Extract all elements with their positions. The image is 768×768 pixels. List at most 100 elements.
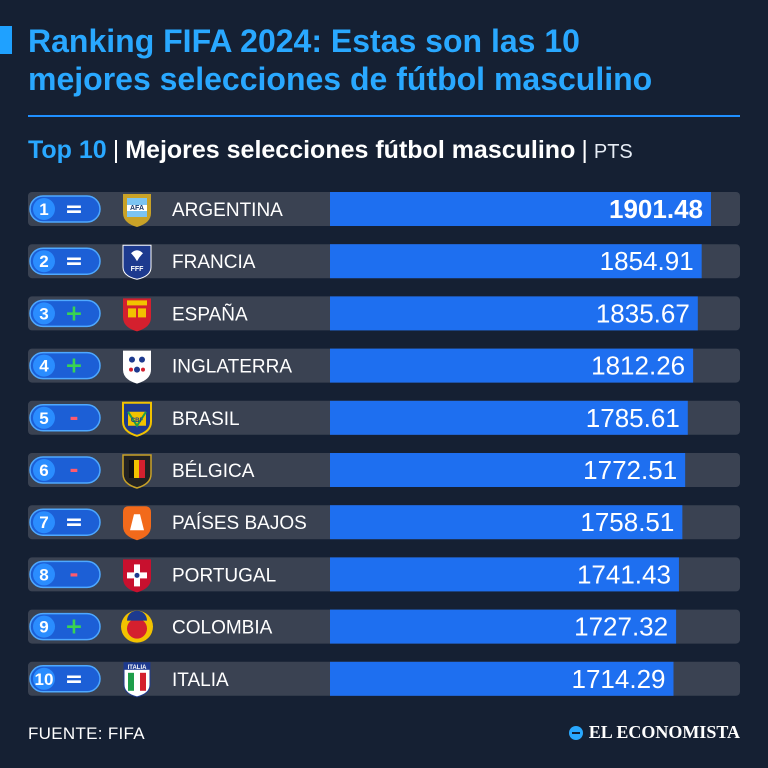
value-label: 1901.48 <box>609 194 703 224</box>
crest-stripe <box>127 205 147 211</box>
value-bar <box>330 557 679 592</box>
rank-change: - <box>69 458 78 483</box>
ranking-row: 8 - PORTUGAL 1741.43 <box>28 557 740 593</box>
value-label: 1727.32 <box>574 612 668 642</box>
crest-inner <box>128 411 146 426</box>
ranking-row: 2 = FFF FRANCIA 1854.91 <box>28 244 740 280</box>
title-line-1: Ranking FIFA 2024: Estas son las 10 <box>28 23 580 59</box>
argentina-crest-icon: AFA <box>123 194 151 227</box>
rank-change: = <box>65 249 83 274</box>
crest-shield <box>122 244 152 280</box>
rank-circle <box>33 406 55 429</box>
crest-text: AFA <box>130 205 144 212</box>
crest-band <box>127 610 147 621</box>
ranking-row: 9 + COLOMBIA 1727.32 <box>28 609 740 644</box>
rank-circle <box>33 667 55 690</box>
rank-number: 3 <box>39 304 48 323</box>
rank-circle <box>33 459 55 481</box>
footer-brand-text: EL ECONOMISTA <box>588 722 740 742</box>
subtitle-top: Top 10 <box>28 136 107 164</box>
rank-number: 4 <box>39 357 49 376</box>
ranking-row: 5 - CBF BRASIL 1785.61 <box>28 400 740 437</box>
country-name: BÉLGICA <box>172 461 255 482</box>
crest-lion <box>139 356 145 363</box>
crest-band <box>139 460 145 478</box>
country-name: BRASIL <box>172 409 240 430</box>
rank-circle <box>33 563 55 586</box>
spain-crest-icon <box>123 298 151 332</box>
subtitle-separator-2: | <box>581 136 588 164</box>
crest-cross <box>127 411 147 428</box>
crest-crown <box>127 300 147 306</box>
crest-lion <box>134 366 140 373</box>
crest-band <box>134 672 140 691</box>
ranking-row: 7 = PAÍSES BAJOS 1758.51 <box>28 505 740 541</box>
crest-top <box>124 662 150 670</box>
crest-rose <box>129 367 133 372</box>
crest-band <box>134 460 139 478</box>
rank-number: 7 <box>39 513 48 532</box>
ranking-row: 4 + INGLATERRA 1812.26 <box>28 348 740 384</box>
country-name: ESPAÑA <box>172 303 248 325</box>
rank-change: - <box>69 562 78 587</box>
chart-subtitle: Top 10 | Mejores selecciones fútbol mascul… <box>28 134 633 168</box>
rank-circle <box>33 615 55 638</box>
rank-circle <box>33 354 55 377</box>
crest-band <box>128 672 134 691</box>
crest-text: FFF <box>131 266 145 273</box>
country-name: ITALIA <box>172 670 229 691</box>
value-label: 1772.51 <box>583 455 677 485</box>
title-divider <box>28 115 740 117</box>
subtitle-separator: | <box>112 136 120 164</box>
crest-stripe <box>127 198 147 205</box>
country-name: PORTUGAL <box>172 565 276 586</box>
france-crest-icon: FFF <box>122 244 152 280</box>
value-bar <box>330 505 683 540</box>
subtitle-unit: PTS <box>593 141 633 163</box>
country-name: ARGENTINA <box>172 200 283 221</box>
crest-text: ITALIA <box>128 665 148 671</box>
crest-band <box>140 672 146 691</box>
rank-change: - <box>69 406 78 431</box>
ranking-row: 1 = AFA ARGENTINA 1901.48 <box>28 192 740 227</box>
title-line-2: mejores selecciones de fútbol masculino <box>28 61 653 97</box>
rank-circle <box>33 511 55 534</box>
crest-quarter <box>138 308 146 318</box>
crest-rooster <box>131 250 143 262</box>
brazil-crest-icon: CBF <box>122 401 152 437</box>
value-bar <box>330 244 702 279</box>
rank-change: = <box>65 197 83 222</box>
crest-text: CBF <box>131 418 144 424</box>
rank-circle <box>33 198 55 220</box>
page-title: Ranking FIFA 2024: Estas son las 10 mejo… <box>28 22 758 98</box>
ranking-row: 10 = ITALIA ITALIA 1714.29 <box>28 661 740 698</box>
country-name: COLOMBIA <box>172 618 273 639</box>
ranking-chart: 1 = AFA ARGENTINA 1901.48 2 = FFF FRANCIA 1854.91… <box>28 192 740 698</box>
belgium-crest-icon <box>122 454 152 489</box>
crest-lion <box>129 356 135 363</box>
value-bar <box>330 453 686 487</box>
value-bar <box>330 400 688 435</box>
subtitle-main: Mejores selecciones fútbol masculino <box>125 136 576 164</box>
rank-number: 1 <box>39 200 48 219</box>
rank-number: 2 <box>39 252 48 271</box>
rank-number: 5 <box>39 409 48 428</box>
value-label: 1785.61 <box>586 403 680 433</box>
crest-ball <box>127 618 147 639</box>
ranking-row: 6 - BÉLGICA 1772.51 <box>28 453 740 489</box>
rank-change: + <box>65 301 83 326</box>
crest-quarter <box>128 308 136 318</box>
rank-circle <box>33 302 55 325</box>
rank-change: + <box>65 354 83 379</box>
colombia-crest-icon <box>121 610 153 643</box>
country-name: FRANCIA <box>172 252 256 273</box>
crest-rose <box>141 367 145 372</box>
footer-brand: EL ECONOMISTA <box>568 722 740 743</box>
rank-number: 6 <box>39 461 48 480</box>
rank-number: 10 <box>35 670 54 689</box>
country-name: PAÍSES BAJOS <box>172 513 307 534</box>
value-bar <box>330 348 694 383</box>
crest-band <box>129 460 134 478</box>
crest-lion <box>130 514 144 531</box>
crest-shield <box>123 298 151 332</box>
